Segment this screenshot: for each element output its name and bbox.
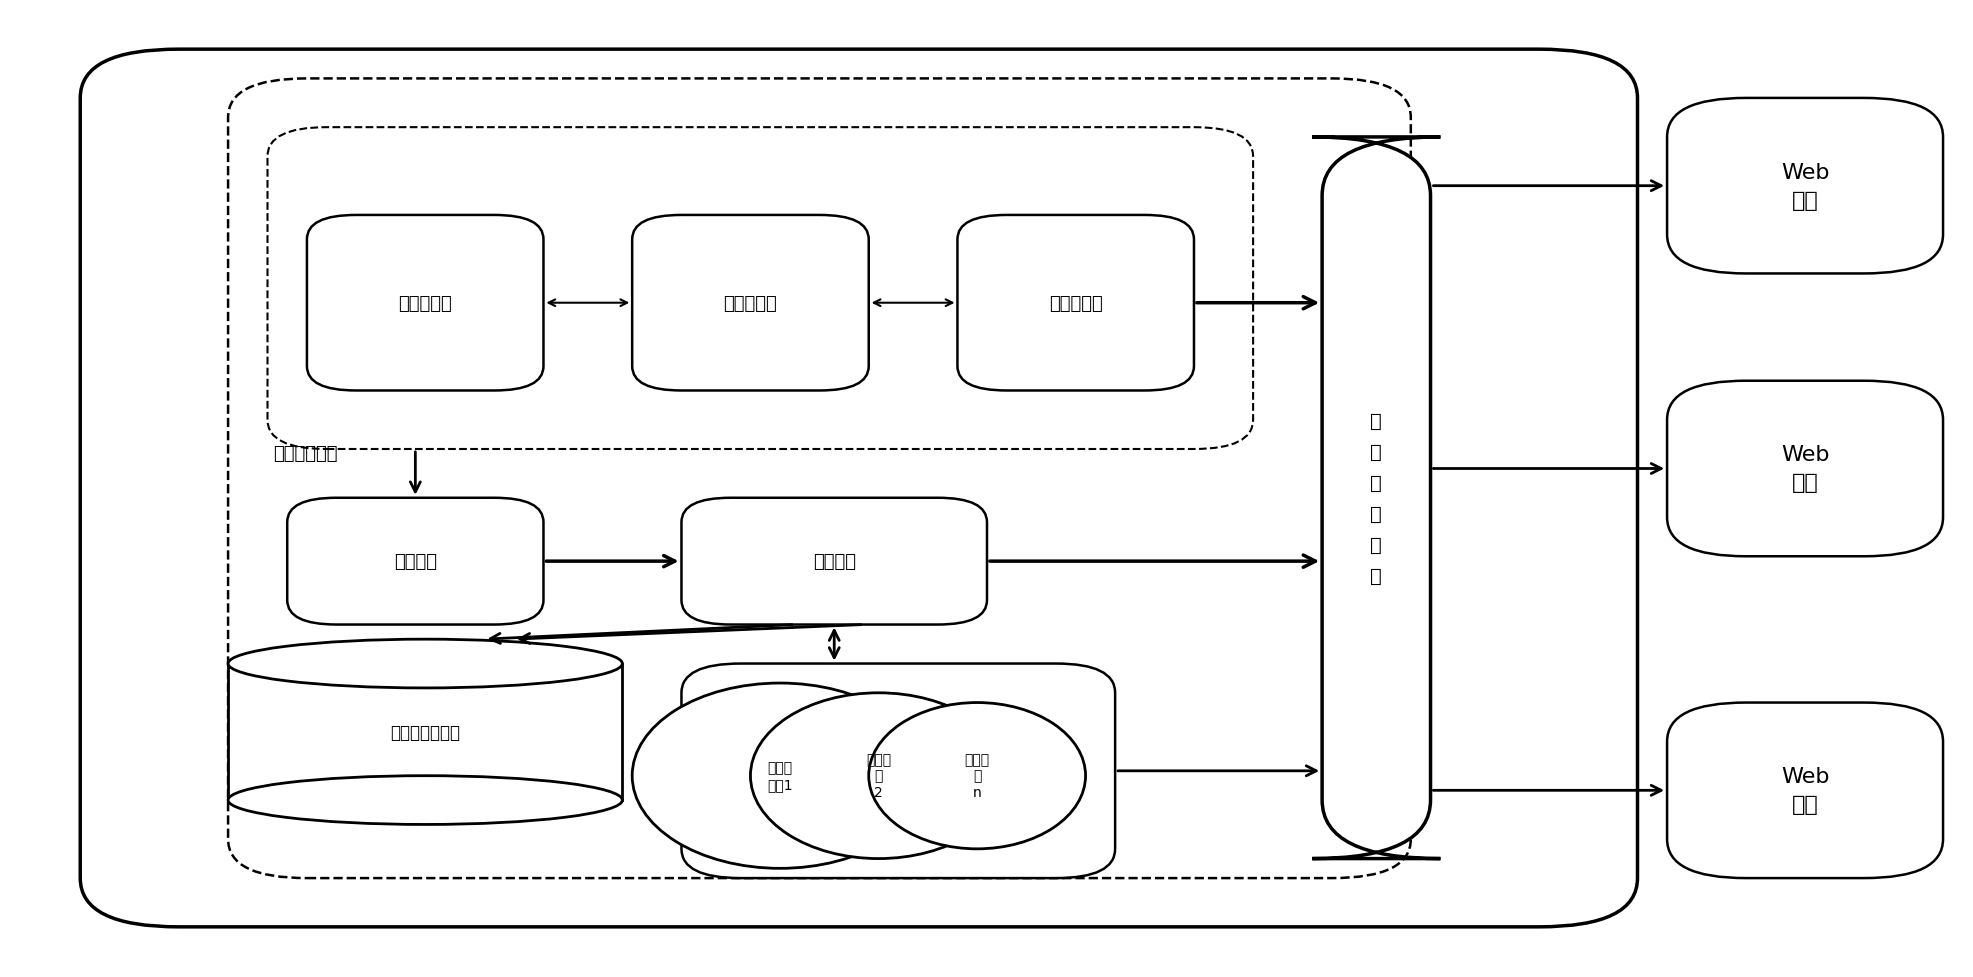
Ellipse shape xyxy=(868,702,1085,849)
FancyBboxPatch shape xyxy=(681,498,986,625)
Text: 中介处理器: 中介处理器 xyxy=(724,294,777,313)
Text: Web
服务: Web 服务 xyxy=(1780,767,1829,815)
Ellipse shape xyxy=(229,640,621,688)
FancyBboxPatch shape xyxy=(957,216,1194,391)
FancyBboxPatch shape xyxy=(81,50,1638,927)
Bar xyxy=(229,663,621,800)
Ellipse shape xyxy=(631,683,927,869)
FancyBboxPatch shape xyxy=(1667,99,1941,275)
Text: 错误处
理
2: 错误处 理 2 xyxy=(866,752,890,799)
Text: Web
服务: Web 服务 xyxy=(1780,162,1829,210)
Text: Web
服务: Web 服务 xyxy=(1780,446,1829,493)
Text: 容错策略存储库: 容错策略存储库 xyxy=(391,723,460,741)
Text: 中介处理器: 中介处理器 xyxy=(399,294,452,313)
FancyBboxPatch shape xyxy=(681,663,1115,878)
FancyBboxPatch shape xyxy=(631,216,868,391)
Text: 错误处
理器1: 错误处 理器1 xyxy=(767,761,793,791)
FancyBboxPatch shape xyxy=(286,498,543,625)
FancyBboxPatch shape xyxy=(1667,381,1941,557)
Text: 中介处理器: 中介处理器 xyxy=(1048,294,1103,313)
Text: 错误处
理
n: 错误处 理 n xyxy=(965,752,988,799)
Ellipse shape xyxy=(750,693,1006,859)
FancyBboxPatch shape xyxy=(1312,138,1440,859)
FancyBboxPatch shape xyxy=(306,216,543,391)
Text: 错误恢复: 错误恢复 xyxy=(813,553,856,571)
Ellipse shape xyxy=(229,776,621,825)
Text: 服
务
调
用
模
块: 服 务 调 用 模 块 xyxy=(1369,411,1381,585)
Text: 错误检测: 错误检测 xyxy=(395,553,436,571)
Text: 中介流程执行: 中介流程执行 xyxy=(274,445,337,463)
FancyBboxPatch shape xyxy=(1667,702,1941,878)
